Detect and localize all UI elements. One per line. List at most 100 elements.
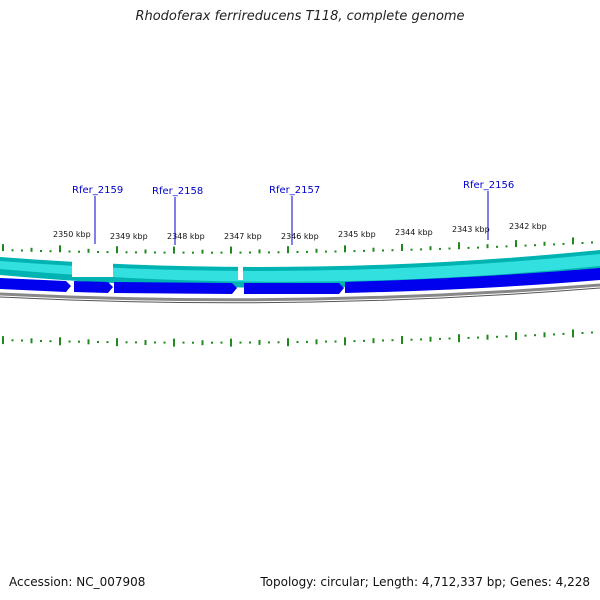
gc-tick: [543, 241, 546, 246]
gc-tick: [287, 338, 289, 347]
gc-tick: [382, 339, 384, 342]
gc-tick: [78, 250, 80, 253]
gc-tick: [30, 247, 33, 252]
scale-label: 2345 kbp: [338, 230, 376, 239]
gene-label-rfer-2159-group[interactable]: Rfer_2159: [72, 185, 123, 244]
gc-tick: [2, 244, 4, 252]
gc-tick: [325, 340, 327, 343]
gc-tick: [496, 245, 498, 248]
gc-tick: [543, 332, 546, 338]
gc-tick: [239, 341, 242, 344]
gc-tick: [268, 341, 270, 344]
gc-tick: [306, 340, 308, 343]
gc-tick: [420, 248, 422, 251]
gc-tick: [315, 248, 318, 253]
gc-tick: [40, 250, 42, 252]
gc-tick: [116, 338, 118, 347]
gene-label-rfer-2158-group[interactable]: Rfer_2158: [152, 186, 203, 245]
gc-tick: [486, 244, 489, 249]
gc-tick: [40, 340, 42, 342]
gc-tick: [486, 334, 489, 340]
gc-tick: [344, 245, 346, 253]
gc-tick: [439, 337, 441, 340]
gc-tick: [534, 334, 536, 337]
gc-content-track-lower: [2, 329, 593, 347]
gc-tick: [353, 340, 356, 343]
forward-gap: [72, 255, 113, 277]
gc-tick: [192, 251, 194, 254]
gc-tick: [391, 249, 394, 252]
gc-tick: [353, 250, 356, 253]
genome-backbone-shadow: [0, 287, 600, 304]
gc-tick: [258, 339, 261, 345]
gc-tick: [220, 251, 223, 254]
gc-tick: [87, 248, 90, 253]
gc-tick: [505, 245, 508, 248]
gene-label-rfer-2158[interactable]: Rfer_2158: [152, 186, 203, 197]
gc-tick: [524, 334, 527, 337]
gc-tick: [581, 242, 584, 244]
gc-tick: [296, 341, 299, 343]
gc-tick: [249, 251, 251, 254]
gene-label-rfer-2157-group[interactable]: Rfer_2157: [269, 185, 320, 245]
gc-tick: [144, 340, 147, 345]
gc-tick: [106, 251, 109, 254]
gc-tick: [572, 237, 574, 245]
scale-label: 2348 kbp: [167, 232, 205, 241]
gc-tick: [505, 335, 508, 338]
reverse-gene-arrow-rfer-2158[interactable]: [114, 282, 237, 294]
forward-gap: [238, 258, 243, 280]
gc-tick: [230, 246, 232, 254]
gc-tick: [448, 247, 451, 250]
gc-tick: [534, 244, 536, 247]
gene-label-rfer-2159[interactable]: Rfer_2159: [72, 185, 123, 196]
gc-tick: [477, 336, 479, 339]
reverse-gene-arrow-rfer-2159[interactable]: [0, 278, 71, 292]
gc-tick: [97, 251, 99, 253]
gc-tick: [553, 243, 555, 246]
gc-tick: [59, 245, 61, 253]
gc-tick: [68, 340, 71, 343]
reverse-strand-track: [0, 268, 600, 294]
scale-label: 2346 kbp: [281, 232, 319, 241]
gc-tick: [306, 250, 308, 253]
gc-tick: [173, 246, 175, 254]
gc-tick: [125, 251, 128, 254]
scale-label: 2347 kbp: [224, 232, 262, 241]
gc-tick: [182, 251, 185, 254]
gc-tick: [334, 250, 337, 253]
reverse-gene-arrow-rfer-2158a[interactable]: [74, 281, 113, 293]
gc-tick: [572, 329, 574, 338]
gc-tick: [163, 251, 166, 254]
gc-tick: [410, 338, 413, 341]
gc-tick: [591, 331, 593, 334]
gc-tick: [553, 333, 555, 336]
gc-tick: [230, 338, 232, 347]
gc-tick: [163, 341, 166, 344]
gc-tick: [220, 341, 223, 344]
scale-label: 2350 kbp: [53, 230, 91, 239]
gc-tick: [515, 240, 517, 248]
gc-tick: [448, 337, 451, 340]
gc-tick: [239, 251, 242, 254]
gc-tick: [78, 340, 80, 343]
gc-tick: [458, 334, 460, 343]
gc-tick: [372, 247, 375, 252]
gc-tick: [125, 341, 128, 344]
gc-tick: [154, 341, 156, 344]
gc-tick: [401, 336, 403, 344]
gene-label-rfer-2156[interactable]: Rfer_2156: [463, 180, 514, 191]
gc-tick: [21, 339, 23, 342]
reverse-gene-arrow-rfer-2157[interactable]: [244, 283, 344, 294]
gc-tick: [591, 241, 593, 244]
gc-tick: [192, 341, 194, 344]
gc-tick: [296, 251, 299, 253]
gc-tick: [344, 337, 346, 346]
gc-tick: [467, 336, 470, 339]
reverse-gene-arrow-rfer-2156[interactable]: [345, 268, 600, 293]
gc-tick: [59, 337, 61, 346]
gc-tick: [106, 341, 109, 344]
gene-label-rfer-2156-group[interactable]: Rfer_2156: [463, 180, 514, 240]
gene-label-rfer-2157[interactable]: Rfer_2157: [269, 185, 320, 196]
